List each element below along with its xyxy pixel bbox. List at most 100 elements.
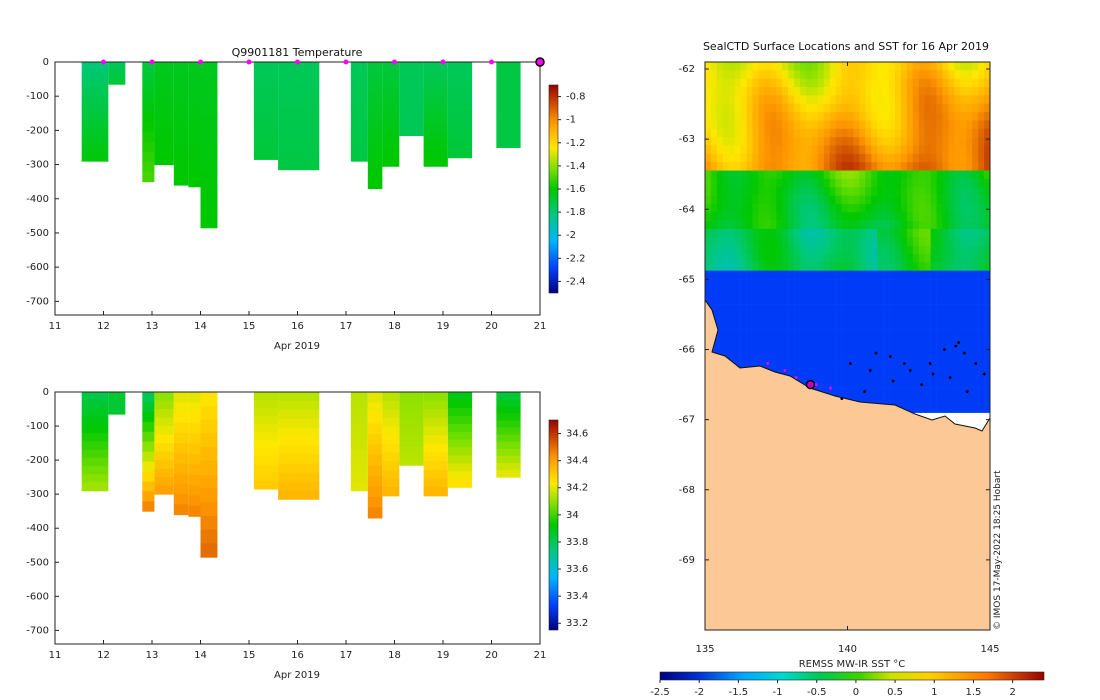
sst-cell — [823, 153, 830, 163]
sst-cell — [865, 70, 872, 79]
seal-location-point — [903, 362, 906, 365]
profile-7-cell — [253, 440, 279, 450]
sst-cell — [746, 212, 753, 221]
profile-1-cell — [108, 80, 126, 83]
profile-6-cell — [200, 172, 218, 187]
sst-cell — [841, 262, 848, 272]
sst-cell — [984, 162, 991, 171]
sst-cell — [764, 345, 771, 355]
profile-10-cell — [367, 434, 383, 445]
sst-cell — [972, 112, 979, 121]
sst-cell — [883, 170, 890, 180]
sst-cell — [835, 162, 842, 171]
sst-cell — [889, 245, 896, 255]
sst-cell — [722, 295, 730, 305]
sst-cell — [817, 203, 825, 213]
sst-cell — [841, 128, 848, 138]
profile-9-cell — [350, 86, 368, 96]
sst-cell — [752, 203, 759, 213]
sst-cell — [954, 404, 961, 413]
sst-cell — [776, 203, 783, 213]
sst-cell — [889, 87, 896, 96]
sst-colorbar-tick-label: -1.5 — [729, 687, 749, 698]
sst-cell — [966, 145, 973, 155]
sst-cell — [847, 170, 854, 180]
sst-cell — [912, 237, 920, 246]
profile-5-cell — [188, 474, 201, 486]
sst-cell — [716, 195, 724, 205]
sst-cell — [924, 128, 931, 138]
profile-8-cell — [278, 472, 320, 482]
sst-cell — [740, 245, 747, 255]
sst-cell — [918, 245, 925, 255]
sst-cell — [841, 162, 848, 171]
sst-cell — [912, 270, 920, 280]
sst-cell — [794, 178, 801, 188]
sst-cell — [705, 153, 712, 163]
profile-10-cell — [367, 486, 383, 498]
sst-cell — [948, 120, 955, 130]
sst-cell — [817, 220, 825, 230]
sst-cell — [746, 312, 753, 322]
sst-cell — [722, 320, 730, 330]
sst-cell — [912, 120, 920, 130]
sst-cell — [782, 70, 789, 79]
profile-15-cell — [496, 126, 521, 134]
sst-cell — [716, 112, 724, 121]
sst-cell — [823, 379, 830, 388]
sst-cell — [829, 70, 836, 79]
sst-cell — [865, 312, 872, 322]
sst-cell — [936, 87, 943, 96]
sst-cell — [817, 279, 825, 288]
sst-cell — [770, 254, 777, 263]
sst-cell — [936, 279, 943, 288]
sst-cell — [811, 245, 819, 255]
sst-cell — [883, 387, 890, 397]
sst-cell — [984, 287, 991, 297]
sst-cell — [835, 245, 842, 255]
sst-cell — [740, 254, 747, 263]
sst-cell — [912, 337, 920, 347]
sst-cell — [972, 362, 979, 372]
sst-cell — [895, 370, 902, 380]
x-tick-label: 20 — [485, 321, 498, 332]
sst-cell — [972, 70, 979, 79]
sst-cell — [942, 212, 949, 221]
sst-cell — [871, 387, 878, 397]
sst-cell — [811, 178, 819, 188]
sst-cell — [740, 70, 747, 79]
sst-cell — [853, 395, 860, 405]
sst-cell — [918, 187, 925, 196]
profile-6-cell — [200, 103, 218, 118]
profile-5-cell — [188, 412, 201, 424]
sst-cell — [841, 62, 848, 71]
sst-cell — [966, 320, 973, 330]
profile-10-cell — [367, 444, 383, 456]
sst-cell — [948, 87, 955, 96]
sst-cell — [823, 112, 830, 121]
sst-cell — [835, 128, 842, 138]
sst-cell — [853, 237, 860, 246]
sst-cell — [788, 354, 795, 363]
sst-cell — [716, 103, 724, 113]
sst-cell — [954, 395, 961, 405]
sst-cell — [900, 345, 908, 355]
sst-cell — [895, 312, 902, 322]
sst-cell — [924, 270, 931, 280]
sst-cell — [722, 337, 730, 347]
profile-8-cell — [278, 151, 320, 162]
sst-cell — [716, 237, 724, 246]
sst-cell — [823, 287, 830, 297]
sst-cell — [705, 137, 712, 146]
profile-12-cell — [399, 98, 424, 106]
sst-cell — [710, 237, 718, 246]
sst-cell — [782, 329, 789, 338]
profile-6-cell — [200, 543, 218, 558]
colorbar-tick-label: -2.2 — [566, 253, 586, 264]
sst-cell — [728, 112, 735, 121]
sst-cell — [734, 287, 741, 297]
sst-cell — [776, 254, 783, 263]
sst-cell — [853, 153, 860, 163]
x-tick-label: 19 — [437, 650, 450, 661]
sst-cell — [722, 220, 730, 230]
